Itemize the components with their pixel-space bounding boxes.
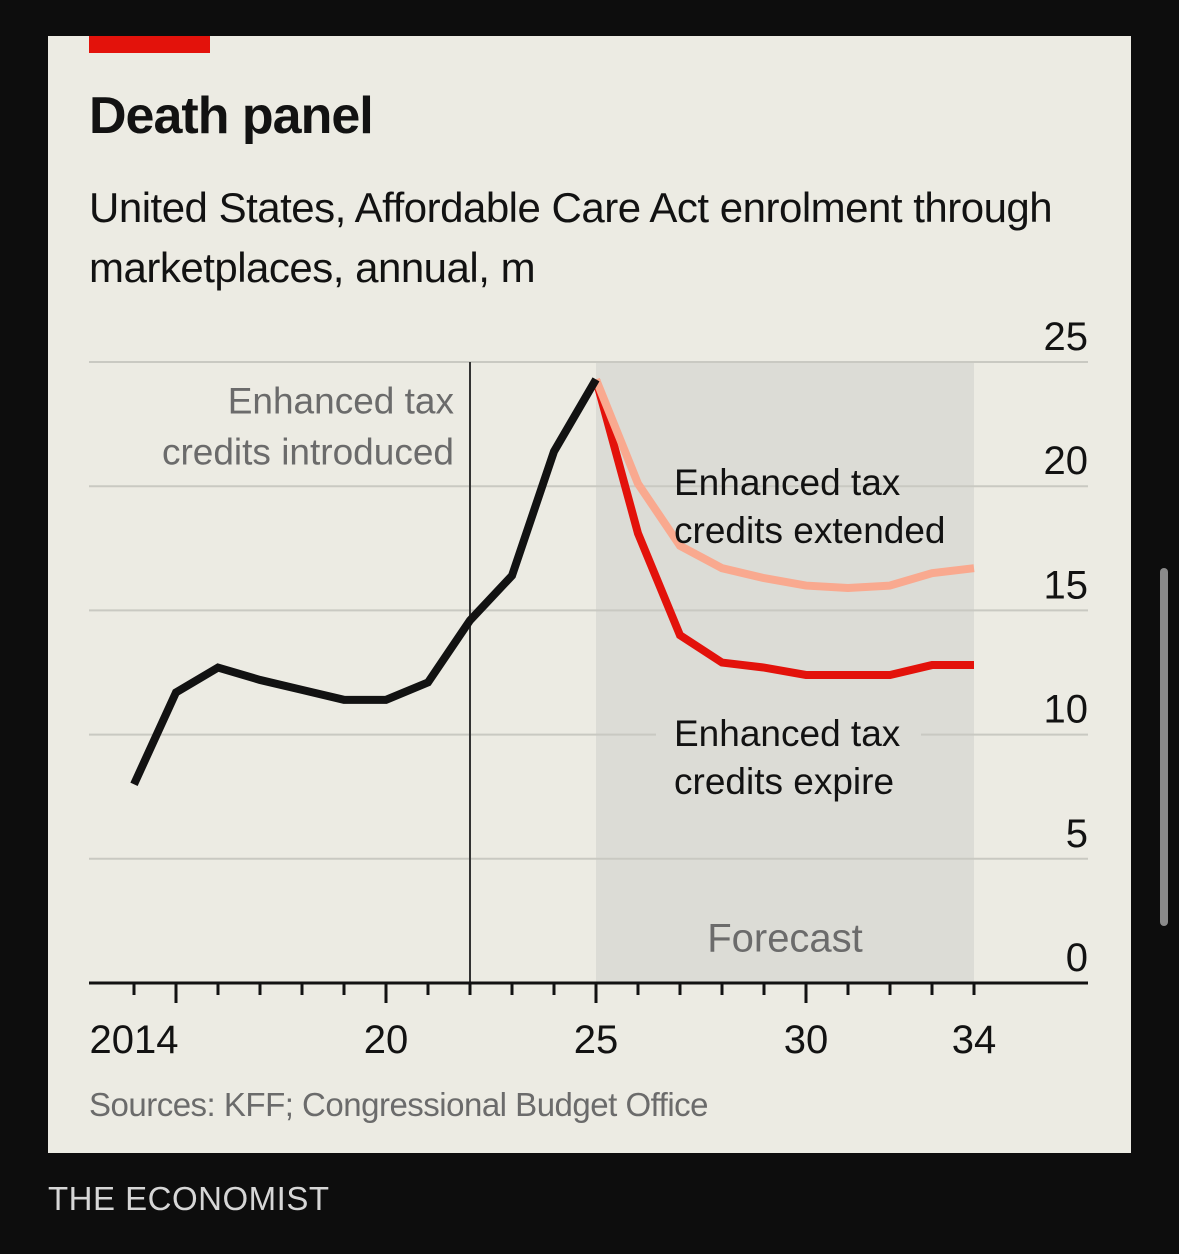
series-label-expire: credits expire bbox=[674, 761, 894, 802]
scrollbar[interactable] bbox=[1160, 568, 1168, 926]
y-tick-label: 5 bbox=[1066, 812, 1088, 856]
marker-line-label: credits introduced bbox=[162, 431, 454, 472]
series-line bbox=[592, 377, 975, 593]
x-tick-label: 30 bbox=[784, 1018, 829, 1062]
chart-sources: Sources: KFF; Congressional Budget Offic… bbox=[89, 1086, 709, 1123]
y-tick-label: 15 bbox=[1044, 563, 1089, 607]
label-mask bbox=[656, 730, 921, 739]
series-line bbox=[592, 378, 974, 679]
x-tick-label: 20 bbox=[364, 1018, 409, 1062]
x-tick-label: 25 bbox=[574, 1018, 619, 1062]
y-tick-label: 0 bbox=[1066, 936, 1088, 980]
y-tick-label: 20 bbox=[1044, 439, 1089, 483]
x-tick-label: 34 bbox=[952, 1018, 997, 1062]
series-label-extended: Enhanced tax bbox=[674, 462, 901, 503]
forecast-label: Forecast bbox=[707, 916, 863, 960]
brand-red-bar bbox=[89, 36, 210, 53]
series-label-expire: Enhanced tax bbox=[674, 713, 901, 754]
brand-label: THE ECONOMIST bbox=[48, 1180, 330, 1217]
line-chart: 0 5 10 15 20 25 Enhanced tax credits introduced… bbox=[89, 315, 1089, 1062]
chart-panel: Death panel United States, Affordable Ca… bbox=[48, 36, 1131, 1153]
y-tick-label: 25 bbox=[1044, 315, 1089, 359]
marker-line-label: Enhanced tax bbox=[228, 380, 455, 421]
chart-subtitle: United States, Affordable Care Act enrol… bbox=[89, 184, 1053, 291]
y-tick-label: 10 bbox=[1044, 688, 1089, 732]
x-tick-label: 2014 bbox=[90, 1018, 179, 1062]
series-label-extended: credits extended bbox=[674, 510, 946, 551]
chart-title: Death panel bbox=[89, 87, 374, 145]
series-line bbox=[130, 377, 600, 786]
